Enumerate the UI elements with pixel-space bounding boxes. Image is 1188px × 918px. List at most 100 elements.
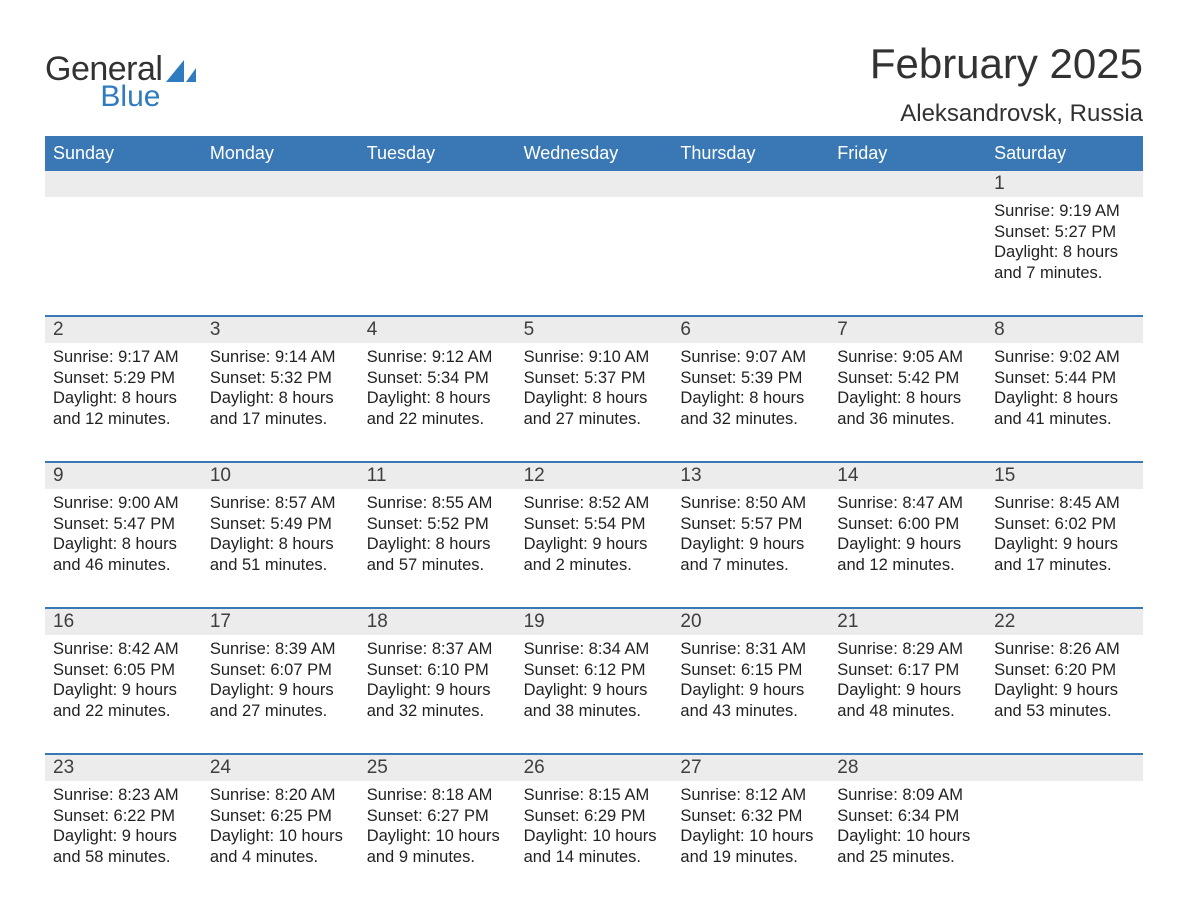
day-cell: Sunrise: 8:39 AMSunset: 6:07 PMDaylight:… [202, 635, 359, 731]
daynum-row: 232425262728 [45, 755, 1143, 781]
daylight-text: Daylight: 10 hours and 14 minutes. [524, 826, 665, 867]
day-cell: Sunrise: 8:31 AMSunset: 6:15 PMDaylight:… [672, 635, 829, 731]
day-number [359, 171, 516, 197]
day-number [202, 171, 359, 197]
sunset-text: Sunset: 6:22 PM [53, 806, 194, 827]
sunset-text: Sunset: 5:29 PM [53, 368, 194, 389]
sunrise-text: Sunrise: 8:37 AM [367, 639, 508, 660]
daylight-text: Daylight: 9 hours and 22 minutes. [53, 680, 194, 721]
week-block: 232425262728Sunrise: 8:23 AMSunset: 6:22… [45, 753, 1143, 877]
day-number: 20 [672, 609, 829, 635]
day-cell: Sunrise: 8:23 AMSunset: 6:22 PMDaylight:… [45, 781, 202, 877]
month-title: February 2025 [870, 40, 1143, 88]
sunrise-text: Sunrise: 8:52 AM [524, 493, 665, 514]
day-number: 5 [516, 317, 673, 343]
dayname-friday: Friday [829, 136, 986, 171]
logo-sail-icon [166, 60, 196, 82]
daylight-text: Daylight: 8 hours and 22 minutes. [367, 388, 508, 429]
day-number: 17 [202, 609, 359, 635]
sunset-text: Sunset: 5:32 PM [210, 368, 351, 389]
day-cell: Sunrise: 9:10 AMSunset: 5:37 PMDaylight:… [516, 343, 673, 439]
sunrise-text: Sunrise: 9:02 AM [994, 347, 1135, 368]
day-number: 25 [359, 755, 516, 781]
day-number: 23 [45, 755, 202, 781]
sunset-text: Sunset: 5:47 PM [53, 514, 194, 535]
location: Aleksandrovsk, Russia [870, 100, 1143, 128]
sunrise-text: Sunrise: 9:00 AM [53, 493, 194, 514]
day-number: 28 [829, 755, 986, 781]
day-cell: Sunrise: 8:15 AMSunset: 6:29 PMDaylight:… [516, 781, 673, 877]
sunset-text: Sunset: 6:02 PM [994, 514, 1135, 535]
daylight-text: Daylight: 9 hours and 32 minutes. [367, 680, 508, 721]
sunset-text: Sunset: 5:34 PM [367, 368, 508, 389]
sunrise-text: Sunrise: 8:20 AM [210, 785, 351, 806]
day-cell [672, 197, 829, 293]
day-number: 22 [986, 609, 1143, 635]
daylight-text: Daylight: 8 hours and 27 minutes. [524, 388, 665, 429]
day-number: 24 [202, 755, 359, 781]
day-cell: Sunrise: 9:12 AMSunset: 5:34 PMDaylight:… [359, 343, 516, 439]
sunrise-text: Sunrise: 9:07 AM [680, 347, 821, 368]
sunrise-text: Sunrise: 9:10 AM [524, 347, 665, 368]
day-cell [45, 197, 202, 293]
day-cell: Sunrise: 9:14 AMSunset: 5:32 PMDaylight:… [202, 343, 359, 439]
sunset-text: Sunset: 6:32 PM [680, 806, 821, 827]
sunrise-text: Sunrise: 8:15 AM [524, 785, 665, 806]
day-cell: Sunrise: 8:34 AMSunset: 6:12 PMDaylight:… [516, 635, 673, 731]
weeks-container: 1Sunrise: 9:19 AMSunset: 5:27 PMDaylight… [45, 171, 1143, 877]
daylight-text: Daylight: 9 hours and 7 minutes. [680, 534, 821, 575]
day-cell: Sunrise: 9:17 AMSunset: 5:29 PMDaylight:… [45, 343, 202, 439]
calendar-page: General Blue February 2025 Aleksandrovsk… [0, 0, 1188, 917]
sunset-text: Sunset: 5:42 PM [837, 368, 978, 389]
daylight-text: Daylight: 8 hours and 51 minutes. [210, 534, 351, 575]
week-block: 1Sunrise: 9:19 AMSunset: 5:27 PMDaylight… [45, 171, 1143, 293]
day-number: 15 [986, 463, 1143, 489]
day-number: 4 [359, 317, 516, 343]
day-number: 2 [45, 317, 202, 343]
day-number: 9 [45, 463, 202, 489]
sunrise-text: Sunrise: 8:12 AM [680, 785, 821, 806]
daylight-text: Daylight: 9 hours and 17 minutes. [994, 534, 1135, 575]
daylight-text: Daylight: 9 hours and 58 minutes. [53, 826, 194, 867]
day-number: 27 [672, 755, 829, 781]
daylight-text: Daylight: 10 hours and 4 minutes. [210, 826, 351, 867]
daylight-text: Daylight: 8 hours and 36 minutes. [837, 388, 978, 429]
day-cell: Sunrise: 8:47 AMSunset: 6:00 PMDaylight:… [829, 489, 986, 585]
sunset-text: Sunset: 5:49 PM [210, 514, 351, 535]
day-number: 19 [516, 609, 673, 635]
sunset-text: Sunset: 6:17 PM [837, 660, 978, 681]
sunrise-text: Sunrise: 8:47 AM [837, 493, 978, 514]
day-cell: Sunrise: 8:26 AMSunset: 6:20 PMDaylight:… [986, 635, 1143, 731]
day-cell [359, 197, 516, 293]
daynum-row: 9101112131415 [45, 463, 1143, 489]
week-block: 9101112131415Sunrise: 9:00 AMSunset: 5:4… [45, 461, 1143, 585]
day-number [672, 171, 829, 197]
day-number: 26 [516, 755, 673, 781]
daylight-text: Daylight: 9 hours and 43 minutes. [680, 680, 821, 721]
day-number: 6 [672, 317, 829, 343]
logo-text: General Blue [45, 52, 162, 112]
daylight-text: Daylight: 8 hours and 32 minutes. [680, 388, 821, 429]
dayname-saturday: Saturday [986, 136, 1143, 171]
daylight-text: Daylight: 8 hours and 41 minutes. [994, 388, 1135, 429]
sunrise-text: Sunrise: 9:19 AM [994, 201, 1135, 222]
sunset-text: Sunset: 6:12 PM [524, 660, 665, 681]
day-number [45, 171, 202, 197]
day-number: 12 [516, 463, 673, 489]
sunset-text: Sunset: 6:25 PM [210, 806, 351, 827]
daylight-text: Daylight: 9 hours and 53 minutes. [994, 680, 1135, 721]
dayname-header: Sunday Monday Tuesday Wednesday Thursday… [45, 136, 1143, 171]
sunset-text: Sunset: 6:27 PM [367, 806, 508, 827]
sunrise-text: Sunrise: 8:09 AM [837, 785, 978, 806]
title-block: February 2025 Aleksandrovsk, Russia [870, 40, 1143, 128]
dayname-monday: Monday [202, 136, 359, 171]
daylight-text: Daylight: 9 hours and 27 minutes. [210, 680, 351, 721]
day-number: 3 [202, 317, 359, 343]
day-cell: Sunrise: 9:19 AMSunset: 5:27 PMDaylight:… [986, 197, 1143, 293]
week-block: 2345678Sunrise: 9:17 AMSunset: 5:29 PMDa… [45, 315, 1143, 439]
day-number: 10 [202, 463, 359, 489]
day-cell: Sunrise: 8:09 AMSunset: 6:34 PMDaylight:… [829, 781, 986, 877]
day-cell: Sunrise: 9:07 AMSunset: 5:39 PMDaylight:… [672, 343, 829, 439]
sunrise-text: Sunrise: 8:34 AM [524, 639, 665, 660]
day-number: 14 [829, 463, 986, 489]
